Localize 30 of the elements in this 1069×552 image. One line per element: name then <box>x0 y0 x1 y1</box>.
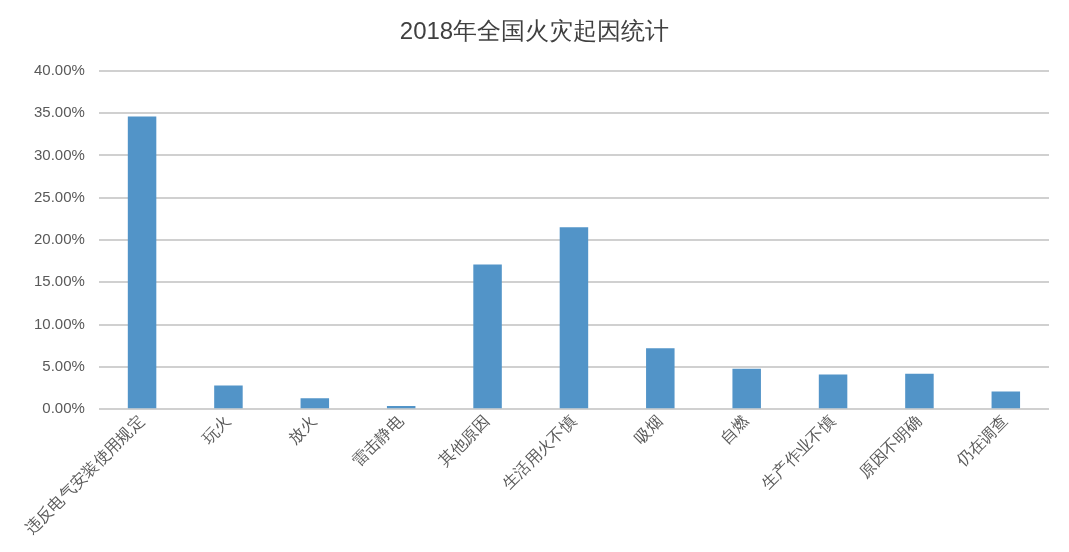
x-tick-label: 自燃 <box>716 411 753 448</box>
bar <box>127 116 157 409</box>
x-tick-label: 生产作业不慎 <box>757 411 839 493</box>
chart-title: 2018年全国火灾起因统计 <box>399 17 670 45</box>
y-tick-label: 35.00% <box>34 103 85 121</box>
y-tick-label: 5.00% <box>42 357 85 375</box>
bar <box>559 227 589 409</box>
bar <box>818 374 848 409</box>
x-tick-label: 原因不明确 <box>855 411 926 482</box>
bar <box>214 385 243 409</box>
y-tick-label: 25.00% <box>34 187 85 205</box>
x-tick-label: 放火 <box>284 411 321 448</box>
x-tick-label: 仍在调查 <box>952 411 1012 471</box>
x-tick-label: 生活用火不慎 <box>498 411 580 493</box>
bar <box>646 348 675 409</box>
x-tick-label: 雷击静电 <box>348 411 407 471</box>
y-tick-label: 20.00% <box>34 230 85 248</box>
bar <box>732 368 761 409</box>
bar <box>300 398 330 409</box>
x-tick-label: 其他原因 <box>434 411 494 471</box>
y-tick-label: 30.00% <box>34 145 85 163</box>
bar <box>905 373 934 409</box>
x-tick-label: 玩火 <box>198 411 235 448</box>
bar <box>991 391 1021 409</box>
x-tick-label: 吸烟 <box>630 411 667 448</box>
y-tick-label: 10.00% <box>34 314 85 332</box>
y-tick-label: 15.00% <box>34 272 85 290</box>
y-tick-label: 0.00% <box>42 399 85 417</box>
bar <box>473 264 502 409</box>
y-tick-label: 40.00% <box>34 60 85 78</box>
